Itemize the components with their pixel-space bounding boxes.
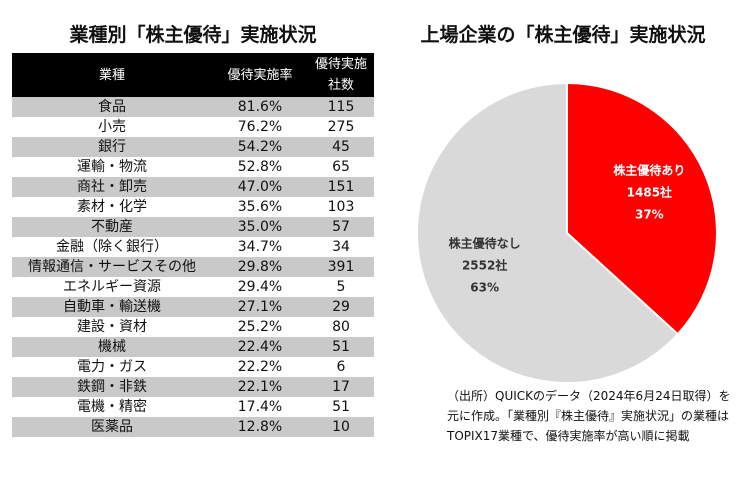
cell-sector: 情報通信・サービスその他 [12,257,212,277]
cell-count: 51 [308,337,374,357]
table-row: 銀行 54.2% 45 [12,137,374,157]
cell-count: 57 [308,217,374,237]
cell-rate: 22.4% [212,337,308,357]
pie-percent-label: 63% [470,280,499,294]
pie-count-label: 2552社 [462,257,507,272]
cell-rate: 29.4% [212,277,308,297]
table-row: 不動産 35.0% 57 [12,217,374,237]
table-row: 自動車・輸送機 27.1% 29 [12,297,374,317]
table-header-row: 業種 優待実施率 優待実施社数 [12,53,374,97]
cell-sector: 建設・資材 [12,317,212,337]
cell-count: 103 [308,197,374,217]
table-row: 食品 81.6% 115 [12,97,374,117]
cell-count: 45 [308,137,374,157]
cell-sector: 素材・化学 [12,197,212,217]
cell-rate: 17.4% [212,397,308,417]
cell-count: 151 [308,177,374,197]
cell-count: 65 [308,157,374,177]
cell-sector: 自動車・輸送機 [12,297,212,317]
pie-count-label: 1485社 [627,185,672,200]
cell-sector: 電力・ガス [12,357,212,377]
cell-rate: 47.0% [212,177,308,197]
cell-count: 29 [308,297,374,317]
source-note: （出所）QUICKのデータ（2024年6月24日取得）を元に作成。「業種別『株主… [447,389,731,443]
pie-label: 株主優待あり [613,163,685,178]
cell-sector: 不動産 [12,217,212,237]
pie-slice [416,81,680,384]
table-body: 食品 81.6% 115 小売 76.2% 275 銀行 54.2% 45 運輸・物流 52.8% 6… [12,97,374,437]
table-row: 医薬品 12.8% 10 [12,417,374,437]
table-row: 情報通信・サービスその他 29.8% 391 [12,257,374,277]
header-rate: 優待実施率 [212,53,308,97]
cell-count: 6 [308,357,374,377]
cell-sector: 金融（除く銀行） [12,237,212,257]
table-row: 鉄鋼・非鉄 22.1% 17 [12,377,374,397]
pie-percent-label: 37% [635,208,664,222]
cell-count: 275 [308,117,374,137]
table-row: 小売 76.2% 275 [12,117,374,137]
table-title: 業種別「株主優待」実施状況 [69,24,317,46]
cell-rate: 52.8% [212,157,308,177]
table-row: 建設・資材 25.2% 80 [12,317,374,337]
header-sector: 業種 [12,53,212,97]
cell-sector: 小売 [12,117,212,137]
cell-sector: 鉄鋼・非鉄 [12,377,212,397]
table-row: 素材・化学 35.6% 103 [12,197,374,217]
pie-label: 株主優待なし [449,235,521,250]
header-count: 優待実施 社数 [308,53,374,97]
cell-sector: 電機・精密 [12,397,212,417]
cell-count: 391 [308,257,374,277]
table-row: 電力・ガス 22.2% 6 [12,357,374,377]
table-row: 電機・精密 17.4% 51 [12,397,374,417]
sector-table: 業種 優待実施率 優待実施 社数 食品 81.6% 115 小売 76.2% 275 銀行 54… [12,53,374,437]
table-row: 商社・卸売 47.0% 151 [12,177,374,197]
cell-rate: 35.6% [212,197,308,217]
cell-count: 17 [308,377,374,397]
cell-count: 80 [308,317,374,337]
cell-rate: 35.0% [212,217,308,237]
pie-chart: 株主優待あり 1485社 37% 株主優待なし 2552社 63% [416,81,718,384]
cell-sector: エネルギー資源 [12,277,212,297]
cell-sector: 医薬品 [12,417,212,437]
cell-count: 115 [308,97,374,117]
cell-rate: 29.8% [212,257,308,277]
pie-chart-title: 上場企業の「株主優待」実施状況 [420,24,706,46]
table-row: 機械 22.4% 51 [12,337,374,357]
cell-rate: 22.1% [212,377,308,397]
cell-rate: 76.2% [212,117,308,137]
cell-sector: 機械 [12,337,212,357]
cell-rate: 25.2% [212,317,308,337]
cell-count: 10 [308,417,374,437]
cell-count: 5 [308,277,374,297]
table-row: 運輸・物流 52.8% 65 [12,157,374,177]
cell-sector: 銀行 [12,137,212,157]
cell-rate: 12.8% [212,417,308,437]
pie-slice [566,81,718,336]
cell-sector: 運輸・物流 [12,157,212,177]
header-count-line2: 社数 [327,78,354,93]
table-row: 金融（除く銀行） 34.7% 34 [12,237,374,257]
cell-rate: 34.7% [212,237,308,257]
cell-count: 34 [308,237,374,257]
cell-sector: 商社・卸売 [12,177,212,197]
cell-rate: 54.2% [212,137,308,157]
header-count-line1: 優待実施 [314,57,367,72]
cell-rate: 27.1% [212,297,308,317]
cell-rate: 81.6% [212,97,308,117]
table-row: エネルギー資源 29.4% 5 [12,277,374,297]
cell-sector: 食品 [12,97,212,117]
cell-rate: 22.2% [212,357,308,377]
cell-count: 51 [308,397,374,417]
